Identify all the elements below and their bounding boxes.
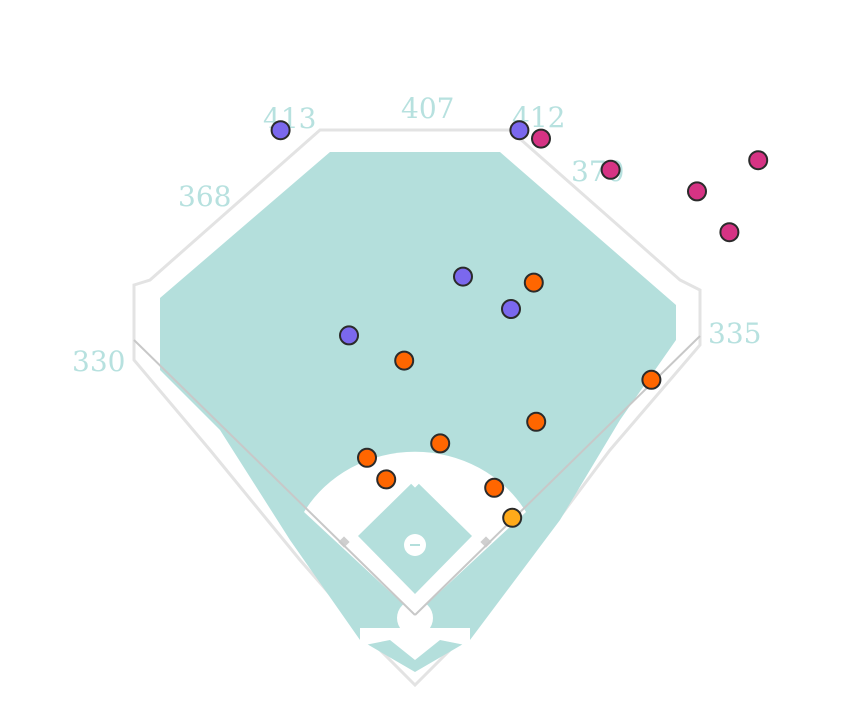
outfield-grass — [160, 152, 676, 672]
distance-label-left-center: 368 — [178, 180, 231, 213]
batted-ball-point — [430, 433, 451, 454]
distance-label-center: 407 — [401, 92, 454, 125]
batted-ball-point — [270, 120, 291, 141]
home-plate-area — [360, 628, 470, 660]
batted-ball-point — [641, 369, 662, 390]
batted-ball-point — [687, 181, 707, 202]
home-plate-circle — [397, 600, 433, 636]
batted-ball-point — [600, 159, 621, 180]
batted-ball-point — [357, 447, 377, 468]
distance-label-left-field: 330 — [72, 345, 125, 378]
distance-label-right-field: 335 — [708, 317, 761, 350]
batted-ball-point — [339, 325, 359, 346]
third-base — [338, 536, 350, 548]
batted-ball-point — [484, 477, 505, 498]
batted-ball-point — [526, 411, 547, 432]
batted-ball-point — [376, 469, 397, 490]
batted-ball-point — [394, 350, 415, 371]
batted-ball-point — [501, 299, 521, 319]
left-foul-line — [133, 339, 416, 616]
batted-ball-point — [531, 128, 551, 149]
batted-ball-point — [748, 150, 769, 171]
batted-ball-point — [502, 507, 523, 528]
batted-balls — [270, 120, 769, 528]
batted-ball-point — [523, 272, 544, 293]
batted-ball-point — [509, 120, 530, 141]
batted-ball-point — [453, 266, 473, 287]
first-base — [480, 536, 492, 548]
batted-ball-point — [719, 222, 740, 243]
second-base — [409, 476, 421, 488]
